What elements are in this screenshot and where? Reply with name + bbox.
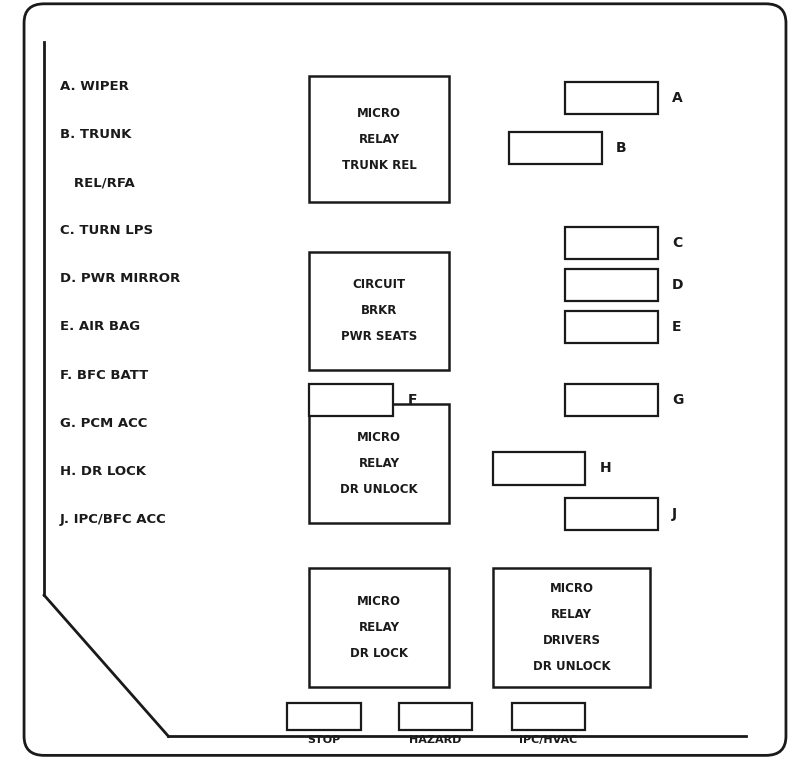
Text: PWR SEATS: PWR SEATS <box>341 330 417 343</box>
Text: E. AIR BAG: E. AIR BAG <box>60 320 140 333</box>
Text: D. PWR MIRROR: D. PWR MIRROR <box>60 272 180 285</box>
Text: F. BFC BATT: F. BFC BATT <box>60 369 148 382</box>
Text: MICRO: MICRO <box>549 582 593 595</box>
Text: G. PCM ACC: G. PCM ACC <box>60 417 148 430</box>
Text: HAZARD: HAZARD <box>409 735 462 745</box>
Text: DRIVERS: DRIVERS <box>542 634 601 647</box>
Bar <box>565 498 658 530</box>
Bar <box>287 703 361 730</box>
Bar <box>565 227 658 259</box>
Text: DR UNLOCK: DR UNLOCK <box>533 660 610 673</box>
Text: D: D <box>672 278 683 292</box>
Text: BRKR: BRKR <box>361 304 397 317</box>
Text: C: C <box>672 237 683 250</box>
Bar <box>309 404 449 523</box>
Text: F: F <box>407 393 417 407</box>
Text: J: J <box>672 507 677 521</box>
Text: G: G <box>672 393 683 407</box>
Text: C. TURN LPS: C. TURN LPS <box>60 224 153 237</box>
Bar <box>509 132 602 164</box>
Bar <box>399 703 472 730</box>
Bar <box>565 269 658 301</box>
Bar <box>565 311 658 343</box>
Bar <box>493 568 650 687</box>
Text: E: E <box>672 320 682 334</box>
Text: RELAY: RELAY <box>358 457 399 470</box>
Text: STOP: STOP <box>307 735 341 745</box>
Text: B: B <box>616 141 626 155</box>
Text: H: H <box>600 462 611 475</box>
FancyBboxPatch shape <box>24 4 786 755</box>
Polygon shape <box>36 580 176 744</box>
Text: DR LOCK: DR LOCK <box>350 647 408 660</box>
Text: MICRO: MICRO <box>357 431 401 444</box>
Bar <box>309 252 449 370</box>
Text: RELAY: RELAY <box>551 608 592 621</box>
Text: MICRO: MICRO <box>357 107 401 120</box>
Text: MICRO: MICRO <box>357 595 401 608</box>
Bar <box>512 703 585 730</box>
Text: CIRCUIT: CIRCUIT <box>352 278 406 291</box>
Text: B. TRUNK: B. TRUNK <box>60 128 132 141</box>
Bar <box>309 568 449 687</box>
Text: RELAY: RELAY <box>358 621 399 634</box>
Bar <box>309 76 449 202</box>
Bar <box>493 452 585 485</box>
Text: RELAY: RELAY <box>358 133 399 146</box>
Bar <box>309 384 393 416</box>
Text: H. DR LOCK: H. DR LOCK <box>60 465 146 478</box>
Text: A. WIPER: A. WIPER <box>60 80 129 93</box>
Bar <box>565 384 658 416</box>
Text: IPC/HVAC: IPC/HVAC <box>520 735 577 745</box>
Bar <box>565 82 658 114</box>
Text: DR UNLOCK: DR UNLOCK <box>340 483 418 496</box>
Text: REL/RFA: REL/RFA <box>60 176 135 189</box>
Text: A: A <box>672 92 683 105</box>
Text: J. IPC/BFC ACC: J. IPC/BFC ACC <box>60 513 167 526</box>
Text: TRUNK REL: TRUNK REL <box>342 159 416 172</box>
